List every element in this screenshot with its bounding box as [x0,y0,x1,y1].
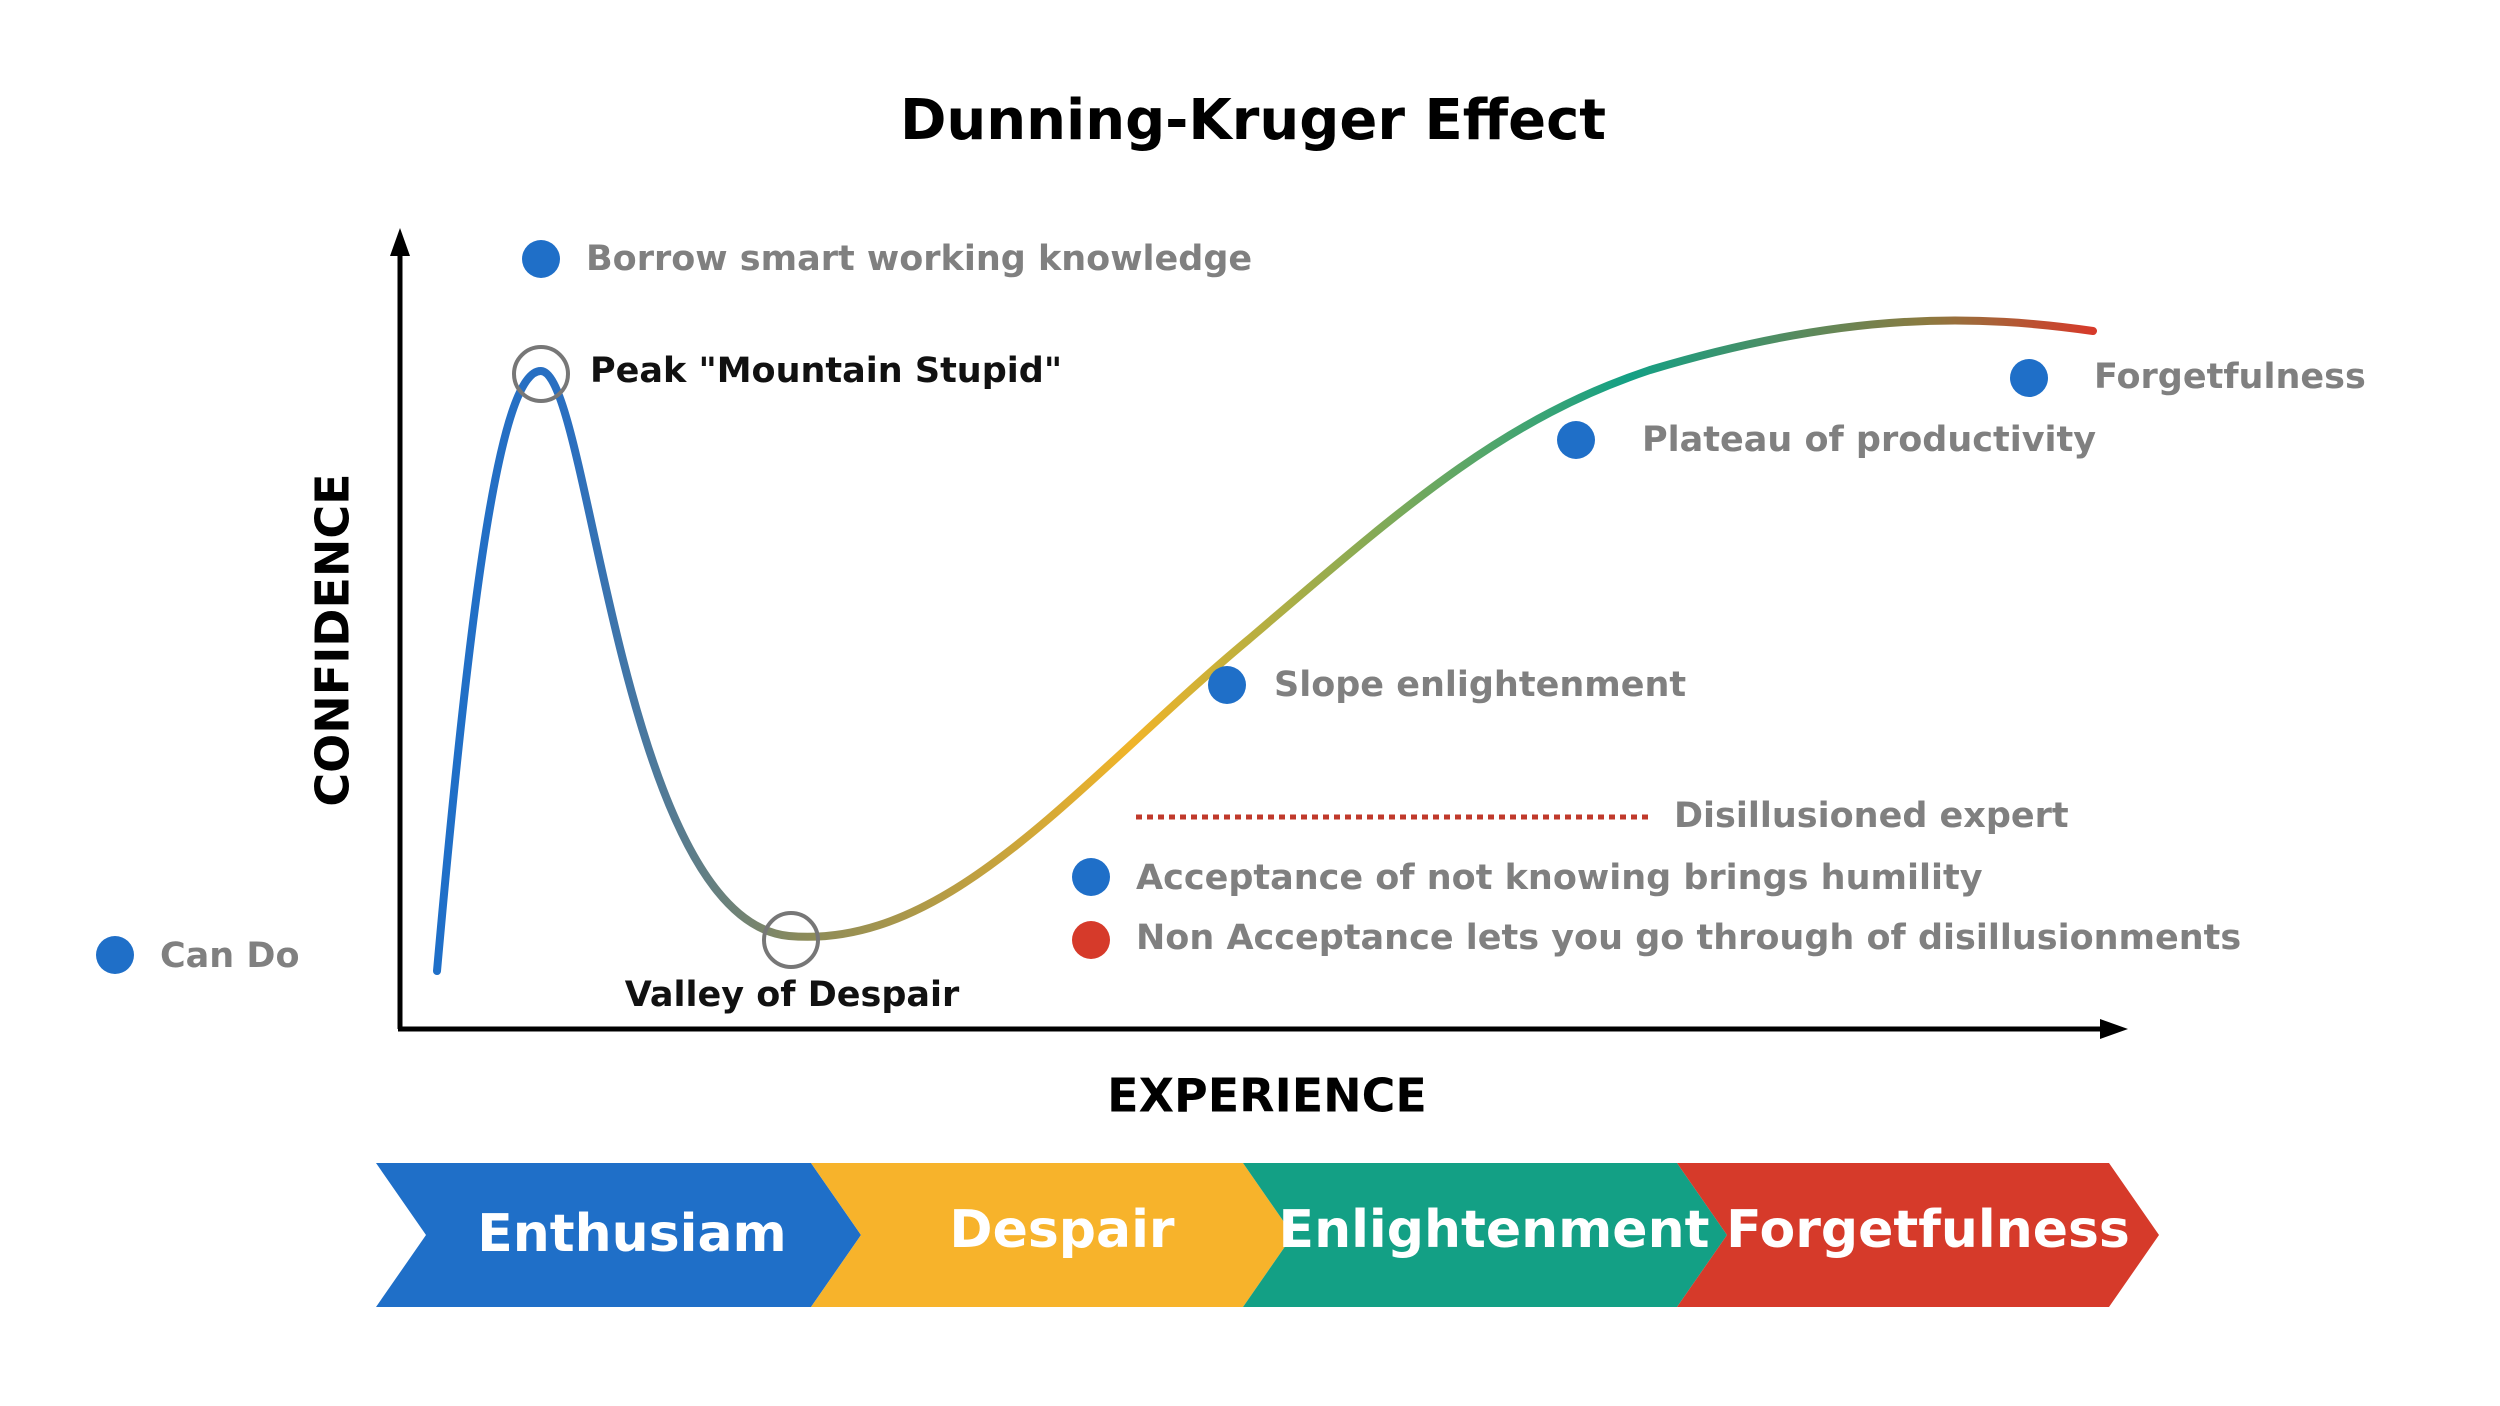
peak-circle [512,345,570,403]
annotation: Non Acceptance lets you go through of di… [1136,918,2241,958]
phase-arrow [811,1163,1293,1307]
dot [1072,858,1110,896]
annotation: Can Do [160,936,300,976]
annotation: Borrow smart working knowledge [586,239,1252,279]
dot [522,240,560,278]
phase-arrow [376,1163,861,1307]
x-axis-label: EXPERIENCE [1107,1069,1427,1123]
annotation: Plateau of productivity [1642,420,2096,460]
dot [1072,921,1110,959]
annotation: Forgetfulness [2094,357,2366,397]
x-arrow [2100,1019,2128,1039]
annotation: Acceptance of not knowing brings humilit… [1136,858,1983,898]
title: Dunning-Kruger Effect [900,88,1606,153]
y-arrow [390,228,410,256]
y-axis-label: CONFIDENCE [306,473,360,806]
peak-label: Peak "Mountain Stupid" [590,351,1062,391]
phase-label: Enlightenment [1279,1200,1710,1260]
dot [2010,359,2048,397]
valley-circle [762,911,820,969]
annotation: Slope enlightenment [1274,665,1686,705]
annotation: Disillusioned expert [1674,796,2069,836]
dot [1208,666,1246,704]
phase-label: Forgetfulness [1726,1200,2130,1260]
phase-label: Enthusiam [477,1204,787,1264]
phase-label: Despair [949,1200,1175,1260]
phase-arrow [1243,1163,1727,1307]
dot [1557,421,1595,459]
valley-label: Valley of Despair [625,975,960,1015]
phase-arrow [1677,1163,2159,1307]
dot [96,936,134,974]
